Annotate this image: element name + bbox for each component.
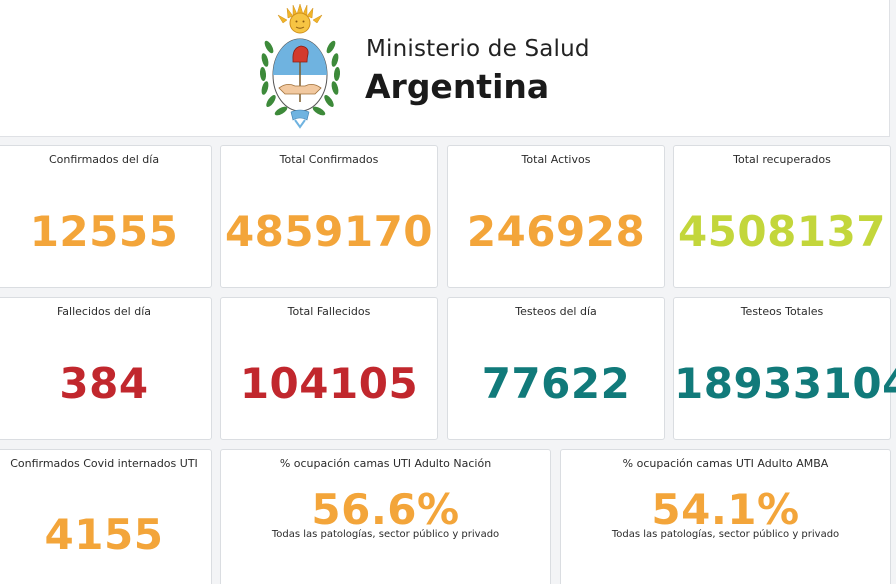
card-subtitle: Todas las patologías, sector público y p… [271, 529, 500, 540]
card-value: 4155 [44, 510, 164, 559]
card-ocupacion-nacion: % ocupación camas UTI Adulto Nación 56.6… [220, 449, 551, 584]
card-total-recuperados: Total recuperados 4508137 [673, 145, 891, 288]
card-confirmados-dia: Confirmados del día 12555 [0, 145, 212, 288]
card-subtitle: Todas las patologías, sector público y p… [611, 529, 840, 540]
card-label: Total recuperados [733, 153, 831, 166]
ministry-name: Ministerio de Salud [366, 36, 590, 62]
card-label: Testeos del día [515, 305, 597, 318]
card-value: 4859170 [224, 207, 434, 256]
card-value: 54.1% [651, 485, 800, 534]
card-label: Confirmados Covid internados UTI [10, 457, 198, 470]
card-label: % ocupación camas UTI Adulto AMBA [622, 457, 829, 470]
card-label: Total Activos [521, 153, 591, 166]
header-banner: Ministerio de Salud Argentina [0, 0, 890, 137]
card-value: 104105 [239, 359, 419, 408]
card-label: % ocupación camas UTI Adulto Nación [279, 457, 492, 470]
card-total-activos: Total Activos 246928 [447, 145, 665, 288]
card-label: Total Confirmados [279, 153, 379, 166]
card-value: 56.6% [311, 485, 460, 534]
card-testeos-totales: Testeos Totales 18933104 [673, 297, 896, 440]
card-value: 246928 [466, 207, 646, 256]
card-testeos-dia: Testeos del día 77622 [447, 297, 665, 440]
card-value: 18933104 [674, 359, 896, 408]
card-label: Fallecidos del día [56, 305, 152, 318]
card-ocupacion-amba: % ocupación camas UTI Adulto AMBA 54.1% … [560, 449, 891, 584]
card-label: Confirmados del día [48, 153, 160, 166]
card-value: 4508137 [677, 207, 887, 256]
card-value: 77622 [481, 359, 631, 408]
card-total-confirmados: Total Confirmados 4859170 [220, 145, 438, 288]
card-total-fallecidos: Total Fallecidos 104105 [220, 297, 438, 440]
card-fallecidos-dia: Fallecidos del día 384 [0, 297, 212, 440]
card-label: Testeos Totales [740, 305, 824, 318]
card-value: 12555 [29, 207, 179, 256]
country-name: Argentina [365, 67, 550, 106]
coat-of-arms-logo [259, 3, 341, 129]
card-value: 384 [59, 359, 149, 408]
card-label: Total Fallecidos [287, 305, 371, 318]
card-internados-uti: Confirmados Covid internados UTI 4155 [0, 449, 212, 584]
